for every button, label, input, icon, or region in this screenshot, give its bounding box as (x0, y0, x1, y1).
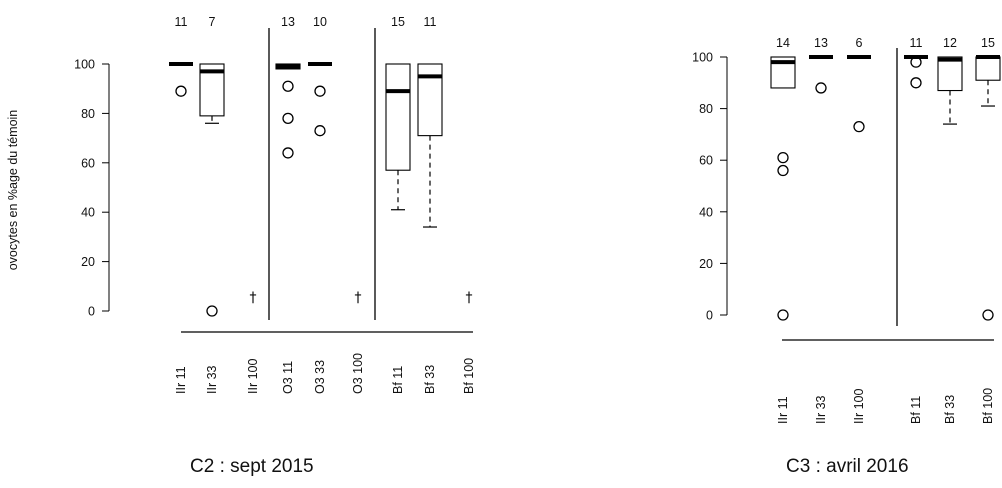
box-o3-11: O3 11 13 (275, 15, 301, 394)
panel-0: 0 20 40 60 80 100 IIr 11 11 IIr 33 7 IIr 100 † O3 11… (74, 15, 476, 394)
outlier-point (910, 56, 922, 68)
sample-count-label: 10 (313, 15, 327, 29)
category-label: Bf 11 (909, 396, 923, 424)
outlier-point (982, 309, 994, 321)
sample-count-label: 11 (424, 15, 437, 29)
y-axis-title: ovocytes en %age du témoin (6, 110, 20, 271)
y-tick-label: 100 (74, 58, 95, 72)
outlier-point (777, 151, 789, 164)
box-bf-11: Bf 11 11 (904, 36, 928, 424)
box-o3-100: O3 100 † (351, 290, 365, 394)
box-iir-33: IIr 33 13 (809, 36, 833, 424)
category-label: IIr 100 (852, 389, 866, 424)
outlier-point (282, 147, 294, 159)
box-iir-100: IIr 100 6 (847, 36, 871, 424)
category-label: IIr 33 (205, 365, 219, 394)
outlier-point (815, 82, 827, 94)
category-label: O3 11 (281, 361, 295, 394)
box-bf-11: Bf 11 15 (385, 15, 411, 394)
outlier-point (314, 85, 326, 97)
y-axis-title-text: ovocytes en %age du témoin (6, 110, 20, 271)
y-tick-label: 40 (699, 205, 713, 219)
outlier-point (910, 77, 922, 89)
outlier-point (282, 80, 294, 92)
category-label: Bf 100 (981, 388, 995, 424)
dagger-mark: † (250, 290, 257, 306)
dagger-mark: † (466, 290, 473, 306)
y-tick-label: 40 (81, 206, 95, 220)
y-tick-label: 100 (692, 51, 713, 65)
sample-count-label: 14 (776, 36, 790, 50)
y-tick-label: 0 (706, 309, 713, 323)
sample-count-label: 7 (209, 15, 216, 29)
sample-count-label: 12 (943, 36, 957, 50)
box-iir-11: IIr 11 11 (169, 15, 193, 394)
box-iqr (937, 56, 963, 92)
outlier-point (314, 125, 326, 137)
sample-count-label: 13 (281, 15, 295, 29)
category-label: O3 100 (351, 353, 365, 394)
sample-count-label: 6 (856, 36, 863, 50)
category-label: IIr 11 (776, 396, 790, 424)
category-label: O3 33 (313, 360, 327, 394)
box-iqr (385, 63, 411, 171)
category-label: IIr 11 (174, 366, 188, 394)
box-bf-33: Bf 33 12 (937, 36, 963, 424)
y-tick-label: 80 (81, 107, 95, 121)
outlier-point (853, 121, 865, 133)
panel-1: 0 20 40 60 80 100 IIr 11 14 IIr 33 13 IIr 100 6 Bf 1… (692, 36, 1001, 424)
sample-count-label: 13 (814, 36, 828, 50)
category-label: Bf 33 (943, 395, 957, 424)
outlier-point (777, 164, 789, 177)
y-tick-label: 0 (88, 305, 95, 319)
dagger-mark: † (355, 290, 362, 306)
category-label: Bf 100 (462, 358, 476, 394)
box-iqr (975, 56, 1001, 81)
y-tick-label: 60 (699, 154, 713, 168)
category-label: Bf 33 (423, 365, 437, 394)
box-o3-33: O3 33 10 (308, 15, 332, 394)
box-bf-33: Bf 33 11 (417, 15, 443, 394)
sample-count-label: 15 (391, 15, 405, 29)
panel-title-c3: C3 : avril 2016 (786, 456, 909, 477)
outlier-point (206, 305, 218, 317)
category-label: IIr 100 (246, 359, 260, 394)
category-label: Bf 11 (391, 366, 405, 394)
box-iir-100: IIr 100 † (246, 290, 260, 394)
box-iir-33: IIr 33 7 (199, 15, 225, 394)
y-tick-label: 20 (699, 257, 713, 271)
sample-count-label: 15 (981, 36, 995, 50)
y-tick-label: 20 (81, 255, 95, 269)
sample-count-label: 11 (910, 36, 923, 50)
y-tick-label: 80 (699, 102, 713, 116)
y-tick-label: 60 (81, 156, 95, 170)
outlier-point (777, 309, 789, 321)
category-label: IIr 33 (814, 395, 828, 424)
box-bf-100: Bf 100 † (462, 290, 476, 394)
box-iir-11: IIr 11 14 (770, 36, 796, 424)
outlier-point (175, 85, 187, 97)
outlier-point (282, 112, 294, 124)
sample-count-label: 11 (175, 15, 188, 29)
box-bf-100: Bf 100 15 (975, 36, 1001, 424)
panel-title-c2: C2 : sept 2015 (190, 456, 314, 477)
